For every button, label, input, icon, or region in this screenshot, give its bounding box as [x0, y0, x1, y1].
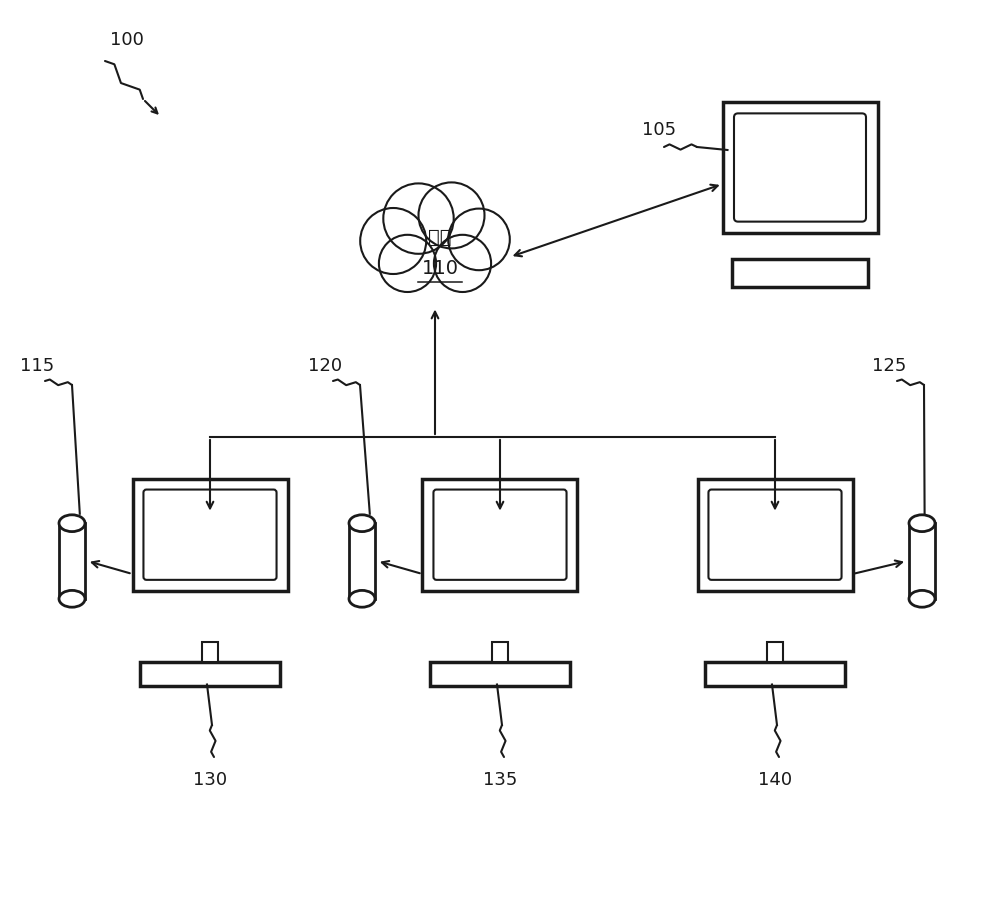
Ellipse shape: [349, 515, 375, 531]
Bar: [202, 642, 218, 662]
Text: 140: 140: [758, 771, 792, 789]
Bar: [133, 479, 288, 591]
Circle shape: [434, 234, 491, 292]
Text: 135: 135: [483, 771, 517, 789]
Bar: [698, 479, 852, 591]
Bar: [349, 523, 375, 599]
Ellipse shape: [396, 221, 474, 277]
Ellipse shape: [59, 590, 85, 607]
Bar: [705, 662, 845, 686]
Text: 125: 125: [872, 357, 906, 375]
FancyBboxPatch shape: [708, 490, 842, 580]
Ellipse shape: [349, 590, 375, 607]
Ellipse shape: [909, 590, 935, 607]
Text: 105: 105: [642, 121, 676, 139]
Bar: [732, 258, 868, 287]
Text: 网络: 网络: [428, 228, 452, 246]
Bar: [59, 523, 85, 599]
Bar: [422, 479, 577, 591]
Bar: [767, 642, 783, 662]
FancyBboxPatch shape: [734, 113, 866, 221]
Bar: [140, 662, 280, 686]
Circle shape: [379, 234, 436, 292]
Circle shape: [360, 208, 426, 274]
FancyBboxPatch shape: [143, 490, 277, 580]
Text: 115: 115: [20, 357, 54, 375]
Bar: [430, 662, 570, 686]
Text: 110: 110: [421, 259, 458, 278]
Text: 120: 120: [308, 357, 342, 375]
Text: 100: 100: [110, 31, 144, 49]
Ellipse shape: [909, 515, 935, 531]
Circle shape: [448, 209, 510, 270]
Bar: [492, 642, 508, 662]
Bar: [909, 523, 935, 599]
Ellipse shape: [59, 515, 85, 531]
FancyBboxPatch shape: [433, 490, 567, 580]
Bar: [722, 102, 878, 233]
Circle shape: [383, 184, 454, 254]
Text: 130: 130: [193, 771, 227, 789]
Circle shape: [418, 182, 484, 248]
